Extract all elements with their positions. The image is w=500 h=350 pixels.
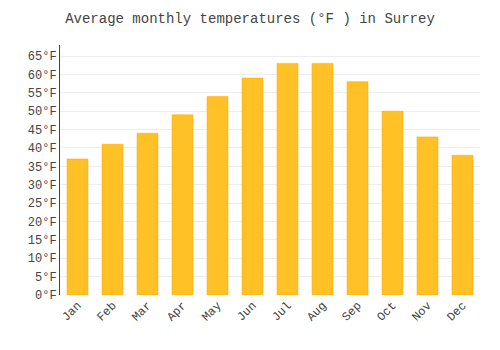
svg-text:55°F: 55°F: [28, 87, 57, 101]
svg-text:Nov: Nov: [409, 299, 434, 324]
svg-text:10°F: 10°F: [28, 252, 57, 266]
svg-text:20°F: 20°F: [28, 216, 57, 230]
svg-text:5°F: 5°F: [35, 271, 57, 285]
svg-text:30°F: 30°F: [28, 179, 57, 193]
svg-text:Jan: Jan: [59, 299, 84, 324]
svg-text:Jun: Jun: [234, 299, 259, 324]
svg-text:Mar: Mar: [129, 299, 154, 324]
svg-text:25°F: 25°F: [28, 197, 57, 211]
svg-text:Apr: Apr: [164, 299, 189, 324]
svg-text:Sep: Sep: [339, 299, 364, 324]
svg-text:Feb: Feb: [94, 299, 119, 324]
svg-text:Oct: Oct: [374, 299, 399, 324]
svg-text:Aug: Aug: [304, 299, 329, 324]
svg-text:45°F: 45°F: [28, 124, 57, 138]
svg-text:15°F: 15°F: [28, 234, 57, 248]
svg-text:0°F: 0°F: [35, 289, 57, 303]
svg-text:Average monthly temperatures (: Average monthly temperatures (°F ) in Su…: [65, 11, 435, 27]
svg-text:65°F: 65°F: [28, 50, 57, 64]
svg-text:May: May: [199, 299, 224, 324]
svg-text:60°F: 60°F: [28, 69, 57, 83]
svg-text:40°F: 40°F: [28, 142, 57, 156]
svg-text:Dec: Dec: [444, 299, 469, 324]
svg-text:50°F: 50°F: [28, 105, 57, 119]
svg-text:Jul: Jul: [269, 299, 294, 324]
svg-text:35°F: 35°F: [28, 161, 57, 175]
